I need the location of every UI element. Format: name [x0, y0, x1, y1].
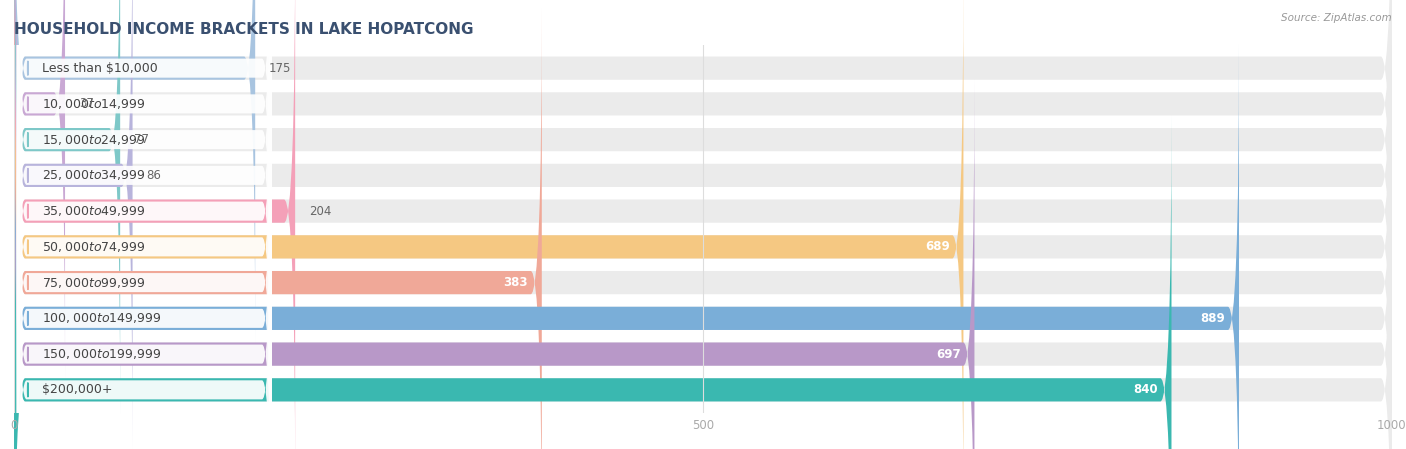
FancyBboxPatch shape [14, 115, 1392, 449]
FancyBboxPatch shape [14, 8, 541, 449]
Text: $35,000 to $49,999: $35,000 to $49,999 [42, 204, 145, 218]
FancyBboxPatch shape [17, 0, 271, 380]
FancyBboxPatch shape [14, 0, 963, 449]
Text: $25,000 to $34,999: $25,000 to $34,999 [42, 168, 145, 182]
FancyBboxPatch shape [14, 0, 1392, 449]
Text: $150,000 to $199,999: $150,000 to $199,999 [42, 347, 162, 361]
Text: Source: ZipAtlas.com: Source: ZipAtlas.com [1281, 13, 1392, 23]
FancyBboxPatch shape [17, 78, 271, 449]
Text: 86: 86 [146, 169, 162, 182]
FancyBboxPatch shape [14, 8, 1392, 449]
Text: 77: 77 [134, 133, 149, 146]
Text: 204: 204 [309, 205, 332, 218]
Text: $100,000 to $149,999: $100,000 to $149,999 [42, 311, 162, 326]
Text: 889: 889 [1201, 312, 1225, 325]
FancyBboxPatch shape [17, 0, 271, 344]
FancyBboxPatch shape [14, 0, 1392, 343]
Text: HOUSEHOLD INCOME BRACKETS IN LAKE HOPATCONG: HOUSEHOLD INCOME BRACKETS IN LAKE HOPATC… [14, 22, 474, 37]
FancyBboxPatch shape [14, 0, 120, 414]
Text: $200,000+: $200,000+ [42, 383, 112, 396]
FancyBboxPatch shape [14, 0, 1392, 449]
Text: 840: 840 [1133, 383, 1157, 396]
FancyBboxPatch shape [14, 115, 1171, 449]
Text: $50,000 to $74,999: $50,000 to $74,999 [42, 240, 145, 254]
Text: $10,000 to $14,999: $10,000 to $14,999 [42, 97, 145, 111]
FancyBboxPatch shape [17, 0, 271, 449]
Text: $15,000 to $24,999: $15,000 to $24,999 [42, 132, 145, 147]
FancyBboxPatch shape [14, 80, 1392, 449]
Text: 37: 37 [79, 97, 94, 110]
FancyBboxPatch shape [14, 80, 974, 449]
FancyBboxPatch shape [17, 6, 271, 449]
FancyBboxPatch shape [14, 0, 1392, 449]
FancyBboxPatch shape [14, 44, 1239, 449]
FancyBboxPatch shape [14, 0, 65, 378]
FancyBboxPatch shape [17, 0, 271, 309]
FancyBboxPatch shape [14, 0, 256, 343]
FancyBboxPatch shape [17, 0, 271, 416]
FancyBboxPatch shape [14, 0, 1392, 378]
FancyBboxPatch shape [17, 42, 271, 449]
Text: 697: 697 [936, 348, 960, 361]
FancyBboxPatch shape [17, 149, 271, 449]
Text: Less than $10,000: Less than $10,000 [42, 62, 157, 75]
FancyBboxPatch shape [14, 0, 295, 449]
Text: 175: 175 [269, 62, 291, 75]
FancyBboxPatch shape [14, 0, 132, 449]
FancyBboxPatch shape [17, 114, 271, 449]
FancyBboxPatch shape [14, 0, 1392, 414]
Text: 383: 383 [503, 276, 529, 289]
Text: 689: 689 [925, 240, 949, 253]
FancyBboxPatch shape [14, 44, 1392, 449]
Text: $75,000 to $99,999: $75,000 to $99,999 [42, 276, 145, 290]
